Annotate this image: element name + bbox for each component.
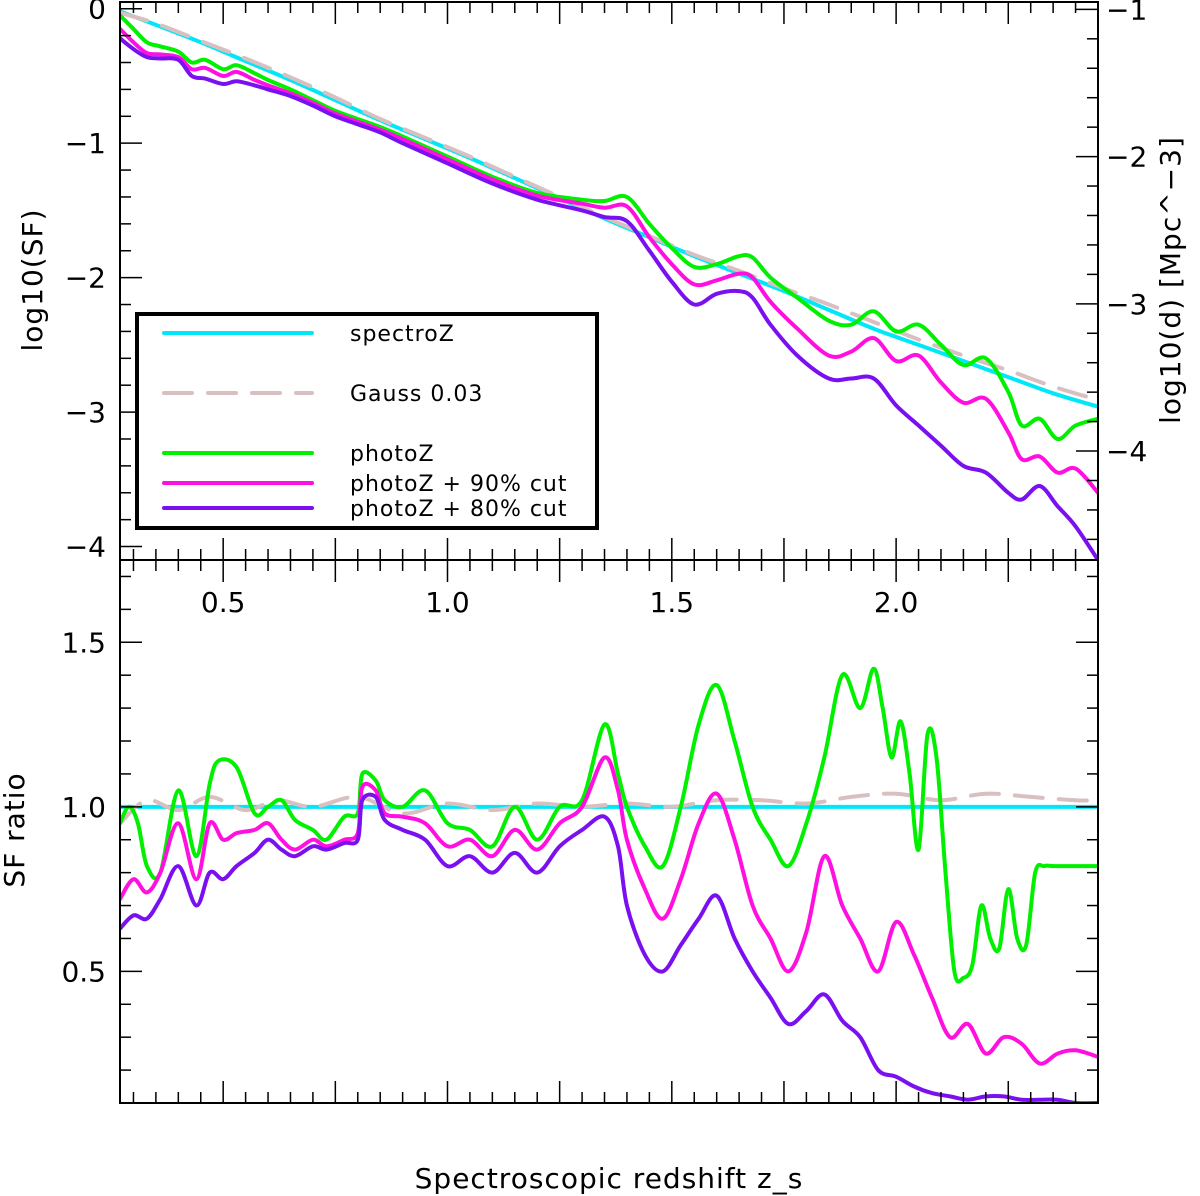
legend-label-photoz: photoZ [350, 442, 435, 467]
axes-layer: 0.5 1.0 1.5 2.0 0 −1 −2 −3 −4 −1 −2 −3 −4 0.5 1.0 1.5 [61, 0, 1147, 1104]
bottom-panel-series [120, 666, 1098, 1103]
legend-label-gauss: Gauss 0.03 [350, 382, 483, 407]
legend-label-photoz-90: photoZ + 90% cut [350, 472, 568, 497]
top-y-tick-label: −2 [65, 262, 106, 295]
top-right-y-tick-label: −4 [1106, 435, 1147, 468]
x-tick-label: 1.0 [425, 586, 470, 619]
x-tick-label: 0.5 [201, 586, 246, 619]
x-tick-label: 2.0 [874, 586, 919, 619]
top-right-y-tick-label: −1 [1106, 0, 1147, 26]
bottom-series-photoz [120, 666, 1098, 984]
legend-frame [135, 312, 599, 530]
top-right-y-axis-label: log10(d) [Mpc^−3] [1154, 136, 1187, 424]
top-y-tick-label: −1 [65, 127, 106, 160]
top-series-photoz-80-cut [120, 36, 1098, 560]
bottom-series-photoz-90-cut [120, 755, 1098, 1066]
bottom-x-axis-label: Spectroscopic redshift z_s [415, 1162, 804, 1195]
bottom-y-tick-label: 0.5 [61, 955, 106, 988]
top-y-tick-label: 0 [88, 0, 106, 26]
bottom-series-photoz-80-cut [120, 792, 1098, 1103]
legend: spectroZ Gauss 0.03 photoZ photoZ + 90% … [135, 312, 599, 530]
bottom-plot-frame [119, 559, 1099, 1104]
x-tick-label: 1.5 [650, 586, 695, 619]
top-y-axis-label: log10(SF) [16, 208, 49, 351]
top-y-tick-label: −3 [65, 396, 106, 429]
top-right-y-tick-label: −2 [1106, 141, 1147, 174]
bottom-y-axis-label: SF ratio [0, 772, 31, 887]
legend-label-photoz-80: photoZ + 80% cut [350, 497, 568, 522]
top-y-tick-label: −4 [65, 531, 106, 564]
bottom-y-tick-label: 1.5 [61, 626, 106, 659]
bottom-y-tick-label: 1.0 [61, 791, 106, 824]
legend-label-spectroz: spectroZ [350, 322, 455, 347]
top-panel-series [120, 9, 1098, 560]
top-series-photoz [120, 13, 1098, 441]
top-right-y-tick-label: −3 [1106, 288, 1147, 321]
top-series-photoz-90-cut [120, 26, 1098, 495]
